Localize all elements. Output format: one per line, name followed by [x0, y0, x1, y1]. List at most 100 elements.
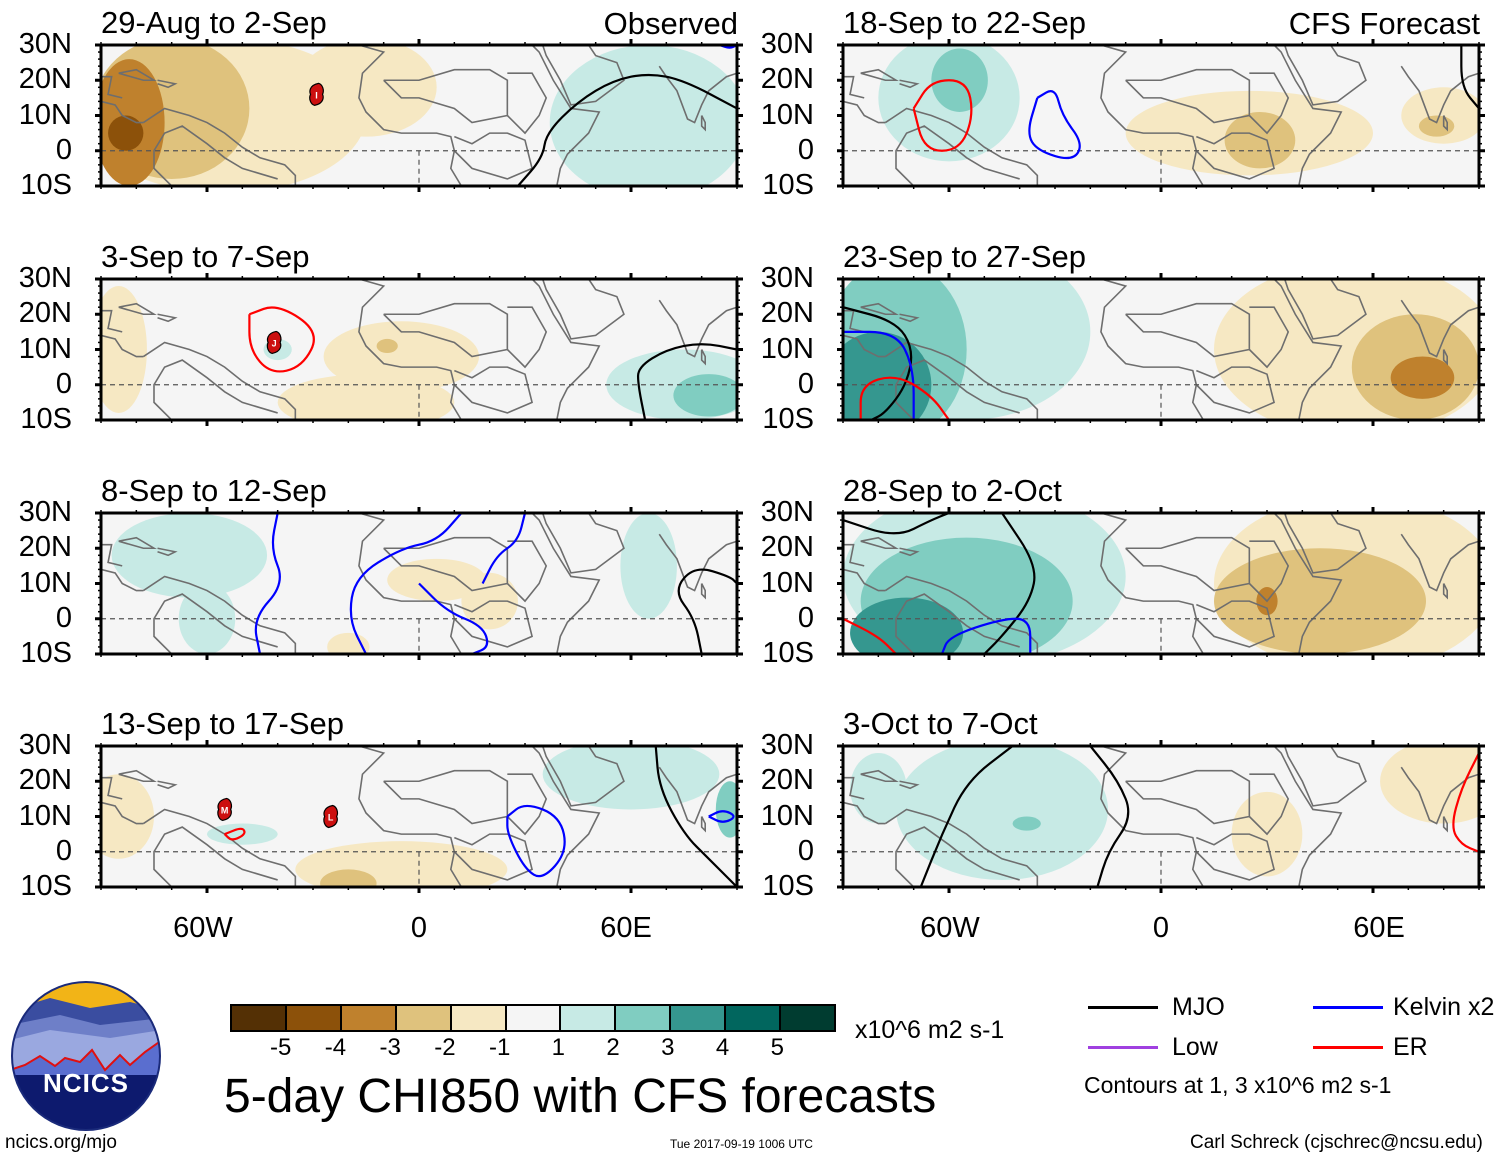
lon-label-0-left: 0 [410, 912, 428, 944]
coastline [1100, 45, 1205, 186]
lat-tick-label: 10N [760, 566, 814, 599]
coastline [541, 513, 625, 574]
lat-tick-label: 10N [760, 98, 814, 131]
contour-er [843, 617, 897, 654]
coastline [895, 359, 1020, 420]
coastline [142, 107, 297, 186]
contour-mjo [636, 343, 737, 420]
panel-title: 3-Sep to 7-Sep [101, 239, 310, 274]
map-panel: I [95, 39, 743, 192]
coastline [1442, 816, 1449, 833]
legend-line-mjo [1088, 1006, 1158, 1009]
coastline [658, 299, 737, 358]
credit: Carl Schreck (cjschrec@ncsu.edu) [1190, 1132, 1483, 1153]
colorbar [230, 1004, 836, 1032]
panel-title: 3-Oct to 7-Oct [843, 706, 1038, 741]
contour-mjo [983, 513, 1036, 654]
anomaly-region [1012, 816, 1041, 831]
coastline [153, 359, 278, 420]
coastline [1248, 540, 1290, 603]
lat-tick-label: 20N [18, 531, 72, 564]
colorbar-cell [559, 1006, 615, 1030]
storm-letter: I [315, 90, 318, 100]
panel-title: 8-Sep to 12-Sep [101, 473, 327, 508]
contour-mjo [843, 513, 950, 535]
lat-tick-label: 0 [55, 601, 72, 634]
coastline [101, 100, 144, 124]
coastline [453, 132, 534, 180]
coastline [118, 536, 157, 550]
anomaly-region [850, 753, 907, 824]
contour-kelvin-x2 [708, 810, 735, 823]
anomaly-region [101, 774, 154, 859]
ncics-logo: NCICS [10, 980, 162, 1132]
panel-title: 29-Aug to 2-Sep [101, 5, 327, 40]
coastline [153, 593, 278, 654]
lat-tick-label: 10S [762, 169, 814, 201]
lat-tick-label: 0 [797, 133, 814, 166]
coastline [899, 547, 920, 557]
contour-mjo [654, 746, 737, 887]
anomaly-region [178, 583, 236, 654]
colorbar-cell [779, 1006, 834, 1030]
anomaly-region [376, 338, 398, 354]
lat-tick-label: 0 [55, 834, 72, 867]
lat-tick-label: 20N [760, 764, 814, 797]
lat-tick-label: 20N [18, 297, 72, 330]
lat-tick-label: 10S [20, 169, 72, 201]
coastline [899, 313, 920, 323]
anomaly-region [931, 48, 988, 112]
coastline [700, 115, 707, 132]
coastline [157, 313, 178, 323]
lat-tick-label: 10S [762, 403, 814, 435]
anomaly-region [843, 331, 932, 420]
coastline [843, 801, 886, 825]
coastline [101, 776, 123, 800]
coastline [506, 540, 548, 603]
lat-tick-label: 10S [762, 637, 814, 669]
coastline [895, 593, 1020, 654]
hurricane-icon: M [217, 797, 233, 822]
lat-tick-label: 10S [762, 870, 814, 902]
map-panel [95, 507, 743, 660]
coastline [531, 746, 601, 887]
coastline [506, 72, 548, 135]
map-panel [837, 273, 1485, 426]
coastline [843, 568, 886, 592]
colorbar-cell [284, 1006, 340, 1030]
coastline [142, 575, 297, 654]
coastline [1283, 45, 1367, 106]
colorbar-cell [669, 1006, 725, 1030]
coastline [860, 302, 899, 316]
timestamp: Tue 2017-09-19 1006 UTC [670, 1137, 813, 1151]
coastline [843, 334, 886, 358]
site-link[interactable]: ncics.org/mjo [5, 1132, 117, 1153]
anomaly-region [542, 746, 720, 810]
coastline [1273, 513, 1343, 654]
coastline [1100, 746, 1205, 887]
lat-tick-label: 20N [18, 764, 72, 797]
coastline [899, 780, 920, 790]
colorbar-units: x10^6 m2 s-1 [855, 1016, 1005, 1044]
anomaly-region [620, 513, 677, 619]
observed-label: Observed [603, 6, 738, 41]
coastline [506, 306, 548, 369]
coastline [899, 79, 920, 89]
coastline [358, 513, 463, 654]
coastline [142, 341, 297, 420]
map-panel [837, 740, 1485, 893]
coastline [358, 45, 463, 186]
map-panel [837, 39, 1485, 192]
lat-tick-label: 30N [760, 262, 814, 294]
coastline [860, 769, 899, 783]
coastline [453, 600, 534, 648]
panel-title: 18-Sep to 22-Sep [843, 5, 1087, 40]
colorbar-tick-label: -5 [270, 1034, 292, 1061]
coastline [157, 547, 178, 557]
coastline [118, 302, 157, 316]
coastline [1442, 115, 1449, 132]
panel-title: 23-Sep to 27-Sep [843, 239, 1087, 274]
anomaly-region [715, 781, 737, 838]
colorbar-tick-label: 3 [661, 1034, 675, 1061]
contour-mjo [843, 306, 913, 420]
